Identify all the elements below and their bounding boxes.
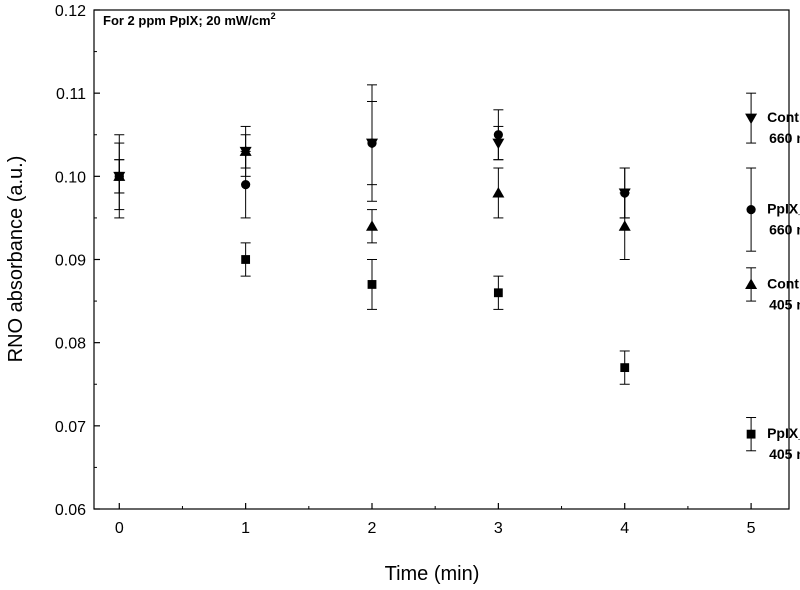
y-axis-ticks: 0.06 0.07 0.08 0.09 0.10 0.11 0.12 (55, 3, 100, 519)
data-point-triangle-up (366, 220, 378, 231)
y-tick-label: 0.06 (55, 502, 86, 519)
x-tick-label: 5 (747, 520, 756, 537)
y-tick-label: 0.12 (55, 3, 86, 20)
y-tick-label: 0.07 (55, 419, 86, 436)
series-label-line: 660 nm (769, 130, 800, 146)
y-tick-label: 0.10 (55, 169, 86, 186)
series-label-line: 405 nm (769, 296, 800, 312)
x-tick-label: 3 (494, 520, 503, 537)
series-label-line: PpIX_ (767, 201, 800, 217)
data-point-circle (241, 180, 251, 190)
plot-frame (93, 9, 790, 510)
series-3 (114, 159, 757, 452)
data-point-triangle-up (492, 186, 505, 198)
data-point-circle (746, 205, 756, 215)
series-label-line: Control_ (767, 275, 800, 291)
series-labels: Control_ 660 nm PpIX_ 660 nm Control_ 405 nm P… (767, 109, 800, 462)
data-point-triangle-up (745, 278, 758, 289)
data-point-circle (367, 138, 377, 148)
data-point-square (620, 363, 630, 373)
y-axis-label: RNO absorbance (a.u.) (5, 156, 27, 363)
series-layer (113, 84, 758, 452)
x-tick-label: 0 (115, 520, 124, 537)
y-tick-label: 0.08 (55, 336, 86, 353)
data-point-square (367, 280, 377, 289)
data-point-square (493, 288, 503, 298)
data-point-circle (493, 130, 503, 140)
data-point-square (241, 255, 251, 264)
y-tick-label: 0.09 (55, 253, 86, 270)
series-label-line: 660 nm (769, 222, 800, 238)
x-axis-label: Time (min) (385, 563, 480, 585)
data-point-square (114, 171, 124, 181)
chart-annotation: For 2 ppm PpIX; 20 mW/cm2 (103, 11, 276, 28)
data-point-square (746, 429, 756, 439)
series-label-line: 405 nm (769, 446, 800, 462)
x-axis-ticks: 0 1 2 3 4 5 (115, 503, 756, 537)
data-point-triangle-up (239, 145, 252, 156)
x-tick-label: 1 (241, 520, 250, 537)
series-2 (113, 134, 758, 302)
y-tick-label: 0.11 (56, 86, 86, 103)
data-point-triangle-up (618, 220, 631, 231)
x-tick-label: 2 (368, 520, 377, 537)
series-1 (114, 100, 757, 252)
annotation-superscript: 2 (271, 11, 276, 21)
series-label-line: Control_ (767, 109, 800, 125)
annotation-main: For 2 ppm PpIX; 20 mW/cm (103, 13, 271, 28)
series-label-line: PpIX_ (767, 425, 800, 441)
x-tick-label: 4 (620, 520, 629, 537)
data-point-triangle-down (745, 113, 758, 125)
series-0 (113, 84, 758, 219)
